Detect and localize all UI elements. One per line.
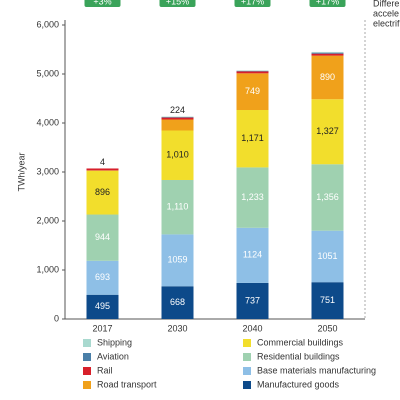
legend-swatch: [83, 381, 91, 389]
value-label: 1,010: [166, 150, 189, 160]
bar-segment: [161, 119, 194, 131]
legend-swatch: [243, 353, 251, 361]
legend-swatch: [243, 381, 251, 389]
change-badge: [309, 0, 346, 7]
value-label: 1,356: [316, 192, 339, 202]
y-tick-label: 6,000: [36, 19, 59, 29]
change-badge: [159, 0, 196, 7]
value-label: 1,233: [241, 192, 264, 202]
bar-segment: [86, 168, 119, 171]
y-tick-label: 2,000: [36, 215, 59, 225]
legend-label: Shipping: [97, 337, 132, 347]
y-tick-label: 5,000: [36, 68, 59, 78]
bar-segment: [311, 53, 344, 56]
bar-segment: [161, 117, 194, 120]
y-tick-label: 3,000: [36, 166, 59, 176]
bar-segment: [311, 230, 344, 283]
value-label: 1,171: [241, 133, 264, 143]
x-tick-label: 2030: [167, 323, 187, 333]
legend-label: Commercial buildings: [257, 337, 344, 347]
y-tick-label: 0: [54, 313, 59, 323]
value-label: 668: [170, 297, 185, 307]
bar-segment: [161, 130, 194, 180]
bar-segment: [86, 214, 119, 261]
bar-segment: [161, 234, 194, 287]
value-label: 693: [95, 272, 110, 282]
bar-segment: [311, 51, 344, 53]
y-tick-label: 1,000: [36, 264, 59, 274]
bar-segment: [236, 71, 269, 74]
legend-swatch: [243, 367, 251, 375]
x-tick-label: 2017: [92, 323, 112, 333]
side-note: accele: [373, 8, 399, 18]
value-label: 944: [95, 232, 110, 242]
legend-swatch: [243, 339, 251, 347]
x-tick-label: 2040: [242, 323, 262, 333]
value-label: 890: [320, 72, 335, 82]
change-badge: [84, 0, 121, 7]
bar-segment: [236, 282, 269, 319]
bar-segment: [236, 110, 269, 168]
legend-swatch: [83, 339, 91, 347]
legend-label: Rail: [97, 365, 113, 375]
x-tick-label: 2050: [317, 323, 337, 333]
legend-swatch: [83, 353, 91, 361]
value-label: 1,110: [167, 202, 189, 212]
side-note: Differen: [373, 0, 400, 8]
legend-label: Aviation: [97, 351, 129, 361]
change-badge: [234, 0, 271, 7]
value-label: 1,327: [316, 126, 339, 136]
change-label: +17%: [241, 0, 264, 6]
bar-segment: [86, 260, 119, 295]
bar-segment: [161, 286, 194, 319]
change-label: +3%: [93, 0, 111, 6]
bar-segment: [311, 282, 344, 319]
value-label: 1059: [167, 255, 187, 265]
bar-segment: [161, 179, 194, 235]
value-label: 737: [245, 295, 260, 305]
legend-label: Residential buildings: [257, 351, 340, 361]
bar-segment: [311, 52, 344, 54]
value-label: 4: [100, 157, 105, 167]
value-label: 1124: [243, 250, 262, 260]
side-note: electrifi: [373, 18, 400, 28]
change-label: +15%: [166, 0, 189, 6]
legend-label: Base materials manufacturing: [257, 365, 376, 375]
bar-segment: [236, 73, 269, 111]
bar-segment: [86, 294, 119, 319]
value-label: 1051: [317, 251, 337, 261]
y-axis-label: TWh/year: [16, 152, 26, 191]
value-label: 896: [95, 187, 110, 197]
value-label: 749: [245, 86, 260, 96]
value-label: 495: [95, 301, 110, 311]
change-label: +17%: [316, 0, 339, 6]
y-tick-label: 4,000: [36, 117, 59, 127]
bar-segment: [311, 55, 344, 100]
bar-segment: [311, 99, 344, 165]
legend-label: Road transport: [97, 379, 157, 389]
bar-segment: [236, 167, 269, 228]
bar-segment: [311, 164, 344, 231]
legend-swatch: [83, 367, 91, 375]
legend-label: Manufactured goods: [257, 379, 340, 389]
value-label: 751: [320, 295, 335, 305]
bar-segment: [86, 170, 119, 215]
value-label: 224: [170, 105, 185, 115]
bar-segment: [236, 227, 269, 283]
